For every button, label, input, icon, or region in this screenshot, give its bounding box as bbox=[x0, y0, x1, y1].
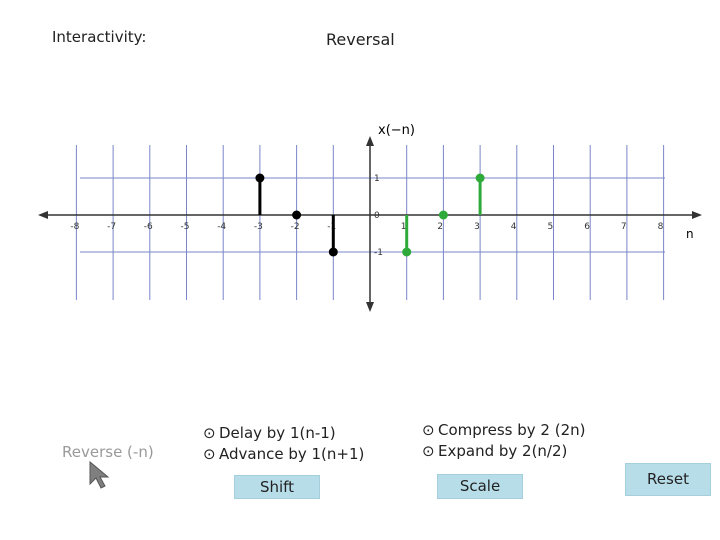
x-axis-label: n bbox=[686, 227, 694, 241]
grid-lines bbox=[75, 145, 665, 300]
signal-plot: -8 -7 -6 -5 -4 -3 -2 -1 1 2 3 4 5 6 7 8 1 0 -1 x(−n) n bbox=[38, 123, 702, 312]
x-tick-label: -8 bbox=[70, 222, 79, 232]
x-tick-label: -3 bbox=[254, 222, 263, 232]
radio-icon[interactable]: ⊙ bbox=[422, 442, 435, 460]
original-point bbox=[255, 173, 265, 183]
compress-option-label: Compress by 2 (2n) bbox=[438, 421, 586, 439]
delay-option-label: Delay by 1(n-1) bbox=[219, 424, 336, 442]
expand-option-label: Expand by 2(n/2) bbox=[438, 442, 568, 460]
x-tick-label: -7 bbox=[107, 222, 116, 232]
scale-options: ⊙ Compress by 2 (2n) ⊙ Expand by 2(n/2) bbox=[422, 420, 585, 462]
compress-option[interactable]: ⊙ Compress by 2 (2n) bbox=[422, 420, 585, 441]
advance-option-label: Advance by 1(n+1) bbox=[219, 445, 365, 463]
mouse-pointer-icon bbox=[89, 460, 110, 489]
delay-option[interactable]: ⊙ Delay by 1(n-1) bbox=[203, 423, 364, 444]
x-tick-label: -1 bbox=[327, 222, 336, 232]
x-tick-label: 4 bbox=[511, 222, 517, 232]
y-tick-label: -1 bbox=[374, 248, 383, 258]
expand-option[interactable]: ⊙ Expand by 2(n/2) bbox=[422, 441, 585, 462]
reversed-point bbox=[475, 173, 485, 183]
shift-button[interactable]: Shift bbox=[234, 475, 320, 499]
advance-option[interactable]: ⊙ Advance by 1(n+1) bbox=[203, 444, 364, 465]
reversed-point bbox=[402, 247, 412, 257]
x-tick-label: 2 bbox=[437, 222, 443, 232]
axes bbox=[38, 136, 702, 312]
x-axis-left-arrow-icon bbox=[38, 211, 48, 219]
x-tick-label: -5 bbox=[181, 222, 190, 232]
reverse-button[interactable]: Reverse (-n) bbox=[62, 443, 154, 461]
reversed-point bbox=[438, 210, 448, 220]
radio-icon[interactable]: ⊙ bbox=[203, 445, 216, 463]
function-label: x(−n) bbox=[378, 123, 415, 138]
original-point bbox=[328, 247, 338, 257]
x-tick-label: 3 bbox=[474, 222, 480, 232]
radio-icon[interactable]: ⊙ bbox=[422, 421, 435, 439]
y-tick-label: 1 bbox=[374, 174, 380, 184]
radio-icon[interactable]: ⊙ bbox=[203, 424, 216, 442]
reset-button[interactable]: Reset bbox=[625, 463, 711, 496]
y-tick-label: 0 bbox=[374, 211, 380, 221]
x-tick-label: -2 bbox=[291, 222, 300, 232]
tick-labels: -8 -7 -6 -5 -4 -3 -2 -1 1 2 3 4 5 6 7 8 1 0 -1 bbox=[70, 174, 663, 258]
original-point bbox=[292, 210, 302, 220]
x-tick-label: 1 bbox=[401, 222, 407, 232]
x-tick-label: 6 bbox=[584, 222, 590, 232]
page-title: Reversal bbox=[326, 30, 395, 49]
x-tick-label: 5 bbox=[548, 222, 554, 232]
interactivity-label: Interactivity: bbox=[52, 28, 147, 46]
shift-options: ⊙ Delay by 1(n-1) ⊙ Advance by 1(n+1) bbox=[203, 423, 364, 465]
x-tick-label: 7 bbox=[621, 222, 627, 232]
x-tick-label: -6 bbox=[144, 222, 153, 232]
x-tick-label: -4 bbox=[217, 222, 226, 232]
scale-button[interactable]: Scale bbox=[437, 474, 523, 499]
x-tick-label: 8 bbox=[658, 222, 664, 232]
y-axis-bottom-arrow-icon bbox=[366, 302, 374, 312]
signal-stems bbox=[255, 173, 485, 257]
y-axis-top-arrow-icon bbox=[366, 136, 374, 146]
x-axis-right-arrow-icon bbox=[692, 211, 702, 219]
